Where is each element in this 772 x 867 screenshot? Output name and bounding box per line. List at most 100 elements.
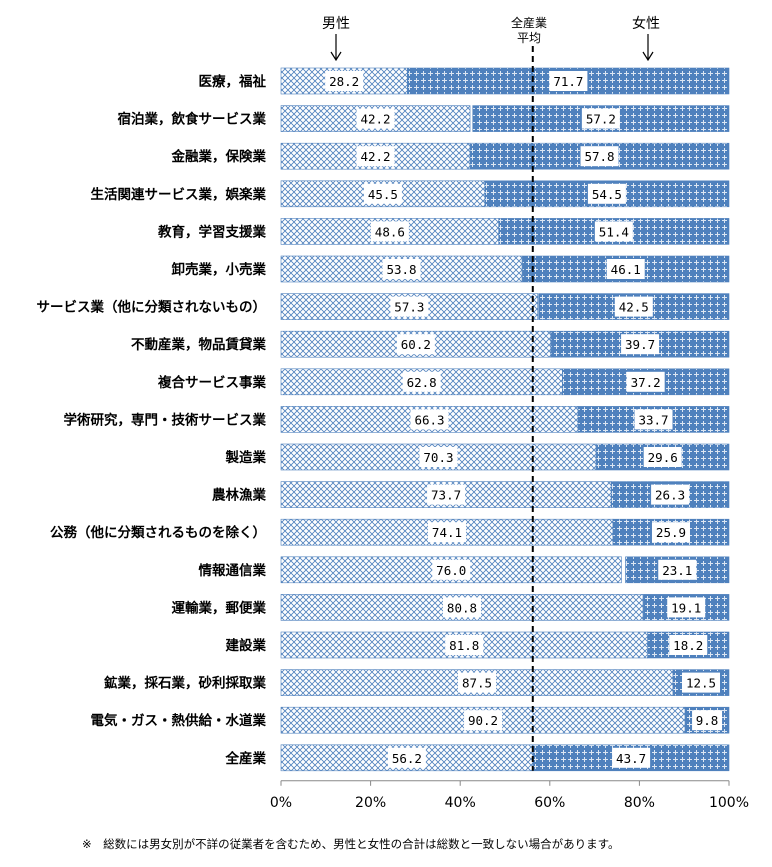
data-label-female: 37.2: [631, 375, 661, 390]
data-label-box-female: [658, 559, 697, 580]
average-label-line2: 平均: [517, 31, 541, 45]
category-label: 学術研究，専門・技術サービス業: [64, 411, 267, 428]
category-label: 教育，学習支援業: [158, 223, 266, 240]
x-tick-label: 60%: [534, 795, 565, 811]
x-tick-label: 40%: [445, 795, 476, 811]
legend-male-label: 男性: [322, 16, 350, 32]
data-label-box-female: [651, 522, 690, 543]
category-label: 複合サービス事業: [157, 374, 266, 391]
category-label: 全産業: [225, 750, 267, 767]
data-label-male: 60.2: [401, 337, 431, 352]
data-label-male: 80.8: [447, 600, 477, 615]
data-label-female: 57.2: [586, 112, 616, 127]
data-label-box-female: [587, 183, 626, 204]
data-label-female: 57.8: [584, 149, 614, 164]
data-label-box-female: [612, 747, 651, 768]
category-label: 建設業: [225, 637, 267, 654]
data-label-box-male: [442, 597, 481, 618]
x-tick-label: 80%: [624, 795, 655, 811]
data-label-female: 25.9: [656, 525, 686, 540]
data-label-box-female: [549, 71, 588, 91]
data-label-female: 71.7: [553, 74, 583, 89]
data-label-female: 43.7: [616, 751, 646, 766]
data-label-box-male: [387, 747, 426, 768]
category-label: 生活関連サービス業，娯楽業: [91, 186, 267, 203]
category-label: 情報通信業: [199, 562, 267, 579]
footnote: ※ 総数には男女別が不詳の従業者を含むため、男性と女性の合計は総数と一致しない場…: [82, 837, 620, 851]
data-label-male: 42.2: [360, 112, 390, 127]
data-label-female: 9.8: [696, 713, 719, 728]
data-label-female: 12.5: [686, 676, 716, 691]
category-label: 金融業，保険業: [171, 148, 267, 165]
data-label-female: 33.7: [638, 412, 668, 427]
data-label-female: 42.5: [619, 300, 649, 315]
category-label: サービス業（他に分類されないもの）: [37, 299, 267, 316]
data-label-box-female: [614, 296, 653, 317]
data-label-box-male: [458, 672, 496, 693]
data-label-box-female: [581, 108, 620, 129]
data-label-box-male: [432, 559, 471, 580]
data-label-male: 81.8: [449, 638, 479, 653]
data-label-box-female: [692, 710, 723, 731]
data-label-male: 42.2: [360, 149, 390, 164]
average-label-line1: 全産業: [511, 15, 547, 30]
legend-female-label: 女性: [632, 15, 660, 32]
data-label-box-male: [382, 259, 421, 279]
data-label-box-male: [427, 484, 466, 505]
data-label-box-female: [621, 334, 660, 355]
data-label-female: 23.1: [662, 563, 692, 578]
data-label-box-female: [643, 447, 682, 467]
category-label: 鉱業，採石業，砂利採取業: [104, 675, 266, 692]
data-label-female: 26.3: [655, 488, 685, 503]
category-label: 運輸業，郵便業: [172, 599, 267, 616]
legend-male-arrow-icon: [330, 34, 342, 62]
legend-female-arrow-icon: [642, 34, 654, 62]
data-label-box-male: [370, 221, 409, 242]
data-label-box-female: [651, 484, 690, 505]
category-label: 卸売業，小売業: [172, 261, 267, 278]
data-label-box-male: [363, 183, 402, 204]
data-label-box-male: [419, 447, 458, 467]
x-tick-label: 20%: [355, 795, 386, 811]
data-label-box-female: [626, 371, 665, 392]
data-label-female: 46.1: [611, 262, 641, 277]
category-label: 宿泊業，飲食サービス業: [118, 111, 267, 128]
category-label: 医療，福祉: [199, 73, 267, 90]
data-label-box-female: [634, 409, 673, 430]
data-label-box-male: [325, 71, 364, 91]
data-label-box-male: [402, 371, 441, 392]
category-label: 電気・ガス・熱供給・水道業: [91, 712, 267, 729]
data-label-male: 70.3: [423, 450, 453, 465]
category-label: 公務（他に分類されるものを除く）: [50, 524, 266, 541]
data-label-male: 48.6: [375, 224, 405, 239]
data-label-box-female: [682, 672, 720, 693]
data-label-male: 62.8: [407, 375, 437, 390]
data-label-female: 19.1: [671, 600, 701, 615]
category-label: 農林漁業: [212, 487, 266, 504]
x-tick-label: 0%: [270, 795, 292, 811]
data-label-male: 74.1: [432, 525, 462, 540]
category-label: 不動産業，物品賃貸業: [131, 336, 266, 353]
data-label-box-female: [580, 146, 619, 167]
data-label-box-female: [667, 597, 706, 618]
data-label-female: 51.4: [599, 224, 629, 239]
data-label-male: 28.2: [329, 74, 359, 89]
data-label-male: 87.5: [462, 676, 492, 691]
data-label-box-female: [669, 635, 708, 655]
x-tick-label: 100%: [709, 795, 749, 811]
data-label-male: 76.0: [436, 563, 466, 578]
data-label-box-female: [594, 221, 633, 242]
data-label-box-female: [606, 259, 645, 279]
data-label-male: 57.3: [394, 300, 424, 315]
data-label-female: 29.6: [648, 450, 678, 465]
data-label-box-male: [464, 710, 503, 731]
data-label-male: 53.8: [386, 262, 416, 277]
data-label-box-male: [410, 409, 449, 430]
category-label: 製造業: [225, 449, 267, 466]
data-label-male: 90.2: [468, 713, 498, 728]
data-label-female: 18.2: [673, 638, 703, 653]
data-label-male: 73.7: [431, 488, 461, 503]
data-label-box-male: [390, 296, 429, 317]
data-label-male: 56.2: [392, 751, 422, 766]
